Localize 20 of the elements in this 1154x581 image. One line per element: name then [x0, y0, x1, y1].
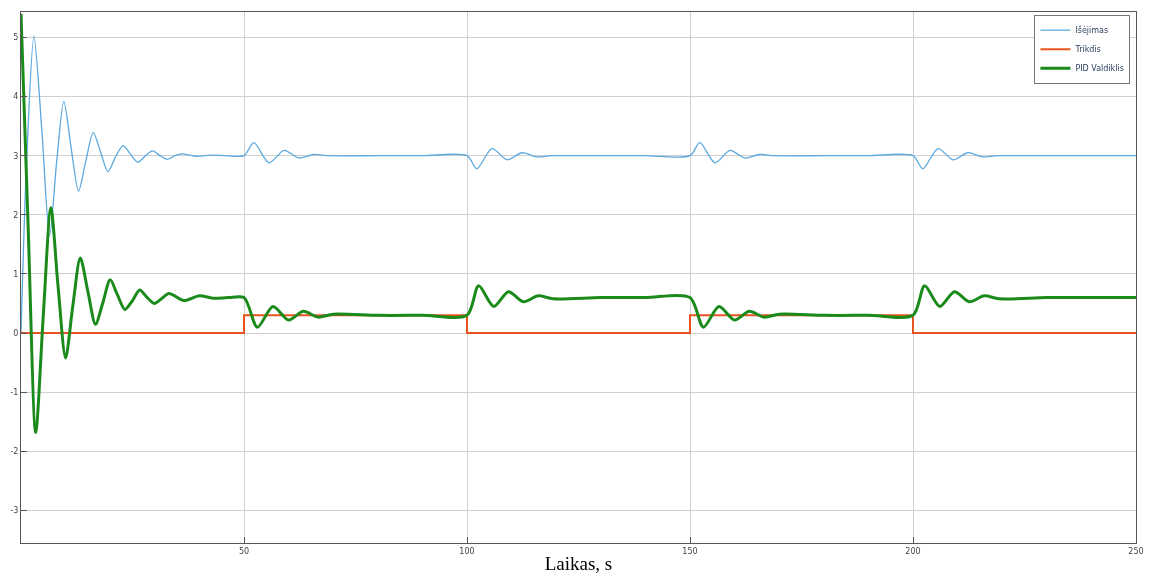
legend-label: Trikdis: [1074, 45, 1101, 55]
y-tick-label: 0: [13, 328, 19, 338]
y-tick-label: 5: [13, 33, 19, 43]
x-axis-title: Laikas, s: [544, 553, 613, 575]
x-tick-label: 50: [238, 546, 250, 556]
x-tick-label: 150: [682, 546, 698, 556]
y-tick-label: -1: [10, 388, 19, 398]
y-tick-label: 4: [13, 92, 19, 102]
y-tick-label: -3: [10, 506, 19, 516]
x-tick-label: 200: [905, 546, 921, 556]
x-tick-label: 100: [459, 546, 475, 556]
line-series: [21, 12, 1136, 434]
y-tick-label: -2: [10, 447, 19, 457]
y-tick-label: 1: [13, 269, 19, 279]
legend-label: Išėjimas: [1075, 25, 1109, 36]
x-tick-label: 250: [1128, 546, 1144, 556]
y-tick-label: 3: [13, 151, 19, 161]
legend-label: PID Valdiklis: [1075, 64, 1124, 74]
y-tick-label: 2: [13, 210, 19, 220]
line-series: [21, 35, 1136, 334]
